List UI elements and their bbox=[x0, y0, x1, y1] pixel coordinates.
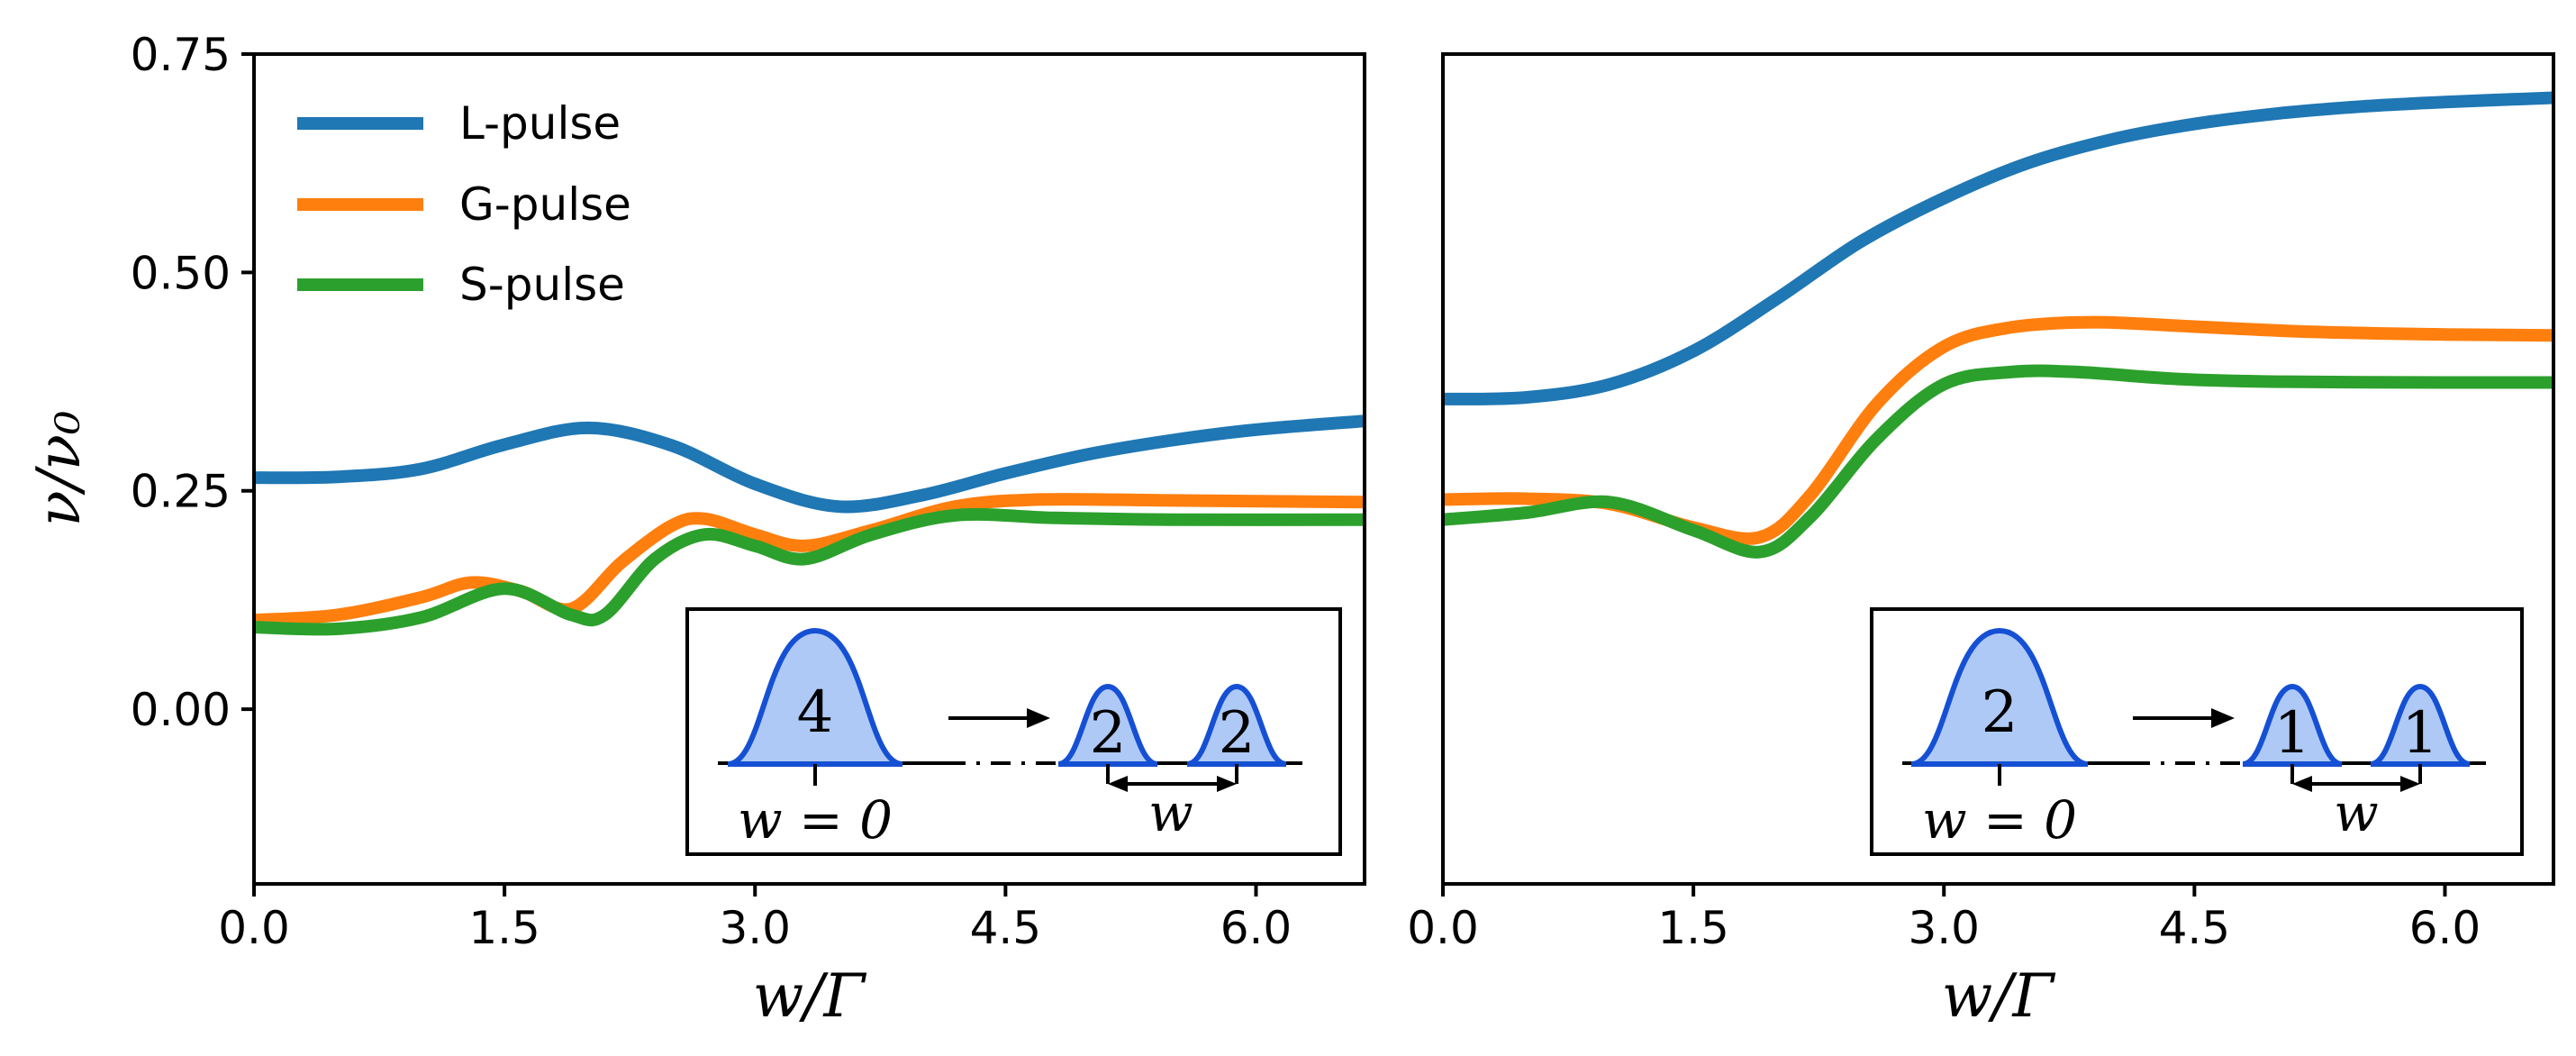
right-inset-small-pulse-2 bbox=[2370, 683, 2471, 767]
right-x-tick-label: 6.0 bbox=[2409, 902, 2481, 954]
legend-label-g-pulse: G-pulse bbox=[459, 178, 631, 231]
right-plot-frame bbox=[1441, 52, 2555, 886]
right-series-s-pulse bbox=[1443, 364, 2553, 559]
right-inset-small-pulse-1 bbox=[2242, 683, 2343, 767]
left-inset-small-number-2: 2 bbox=[1219, 700, 1256, 767]
right-series-group bbox=[1443, 91, 2553, 559]
left-inset-big-number: 4 bbox=[797, 679, 834, 746]
legend: L-pulse G-pulse S-pulse bbox=[297, 97, 631, 311]
right-inset-w-label: w bbox=[2334, 782, 2379, 843]
right-x-axis-label: w/Γ bbox=[1942, 961, 2056, 1031]
left-x-tick-label: 1.5 bbox=[468, 902, 540, 954]
right-inset-arrow-head bbox=[2211, 708, 2235, 728]
left-x-tick-label: 4.5 bbox=[970, 902, 1042, 954]
left-inset-arrow-head bbox=[1027, 708, 1050, 728]
y-tick-label: 0.75 bbox=[131, 29, 231, 81]
right-inset-big-pulse bbox=[1910, 627, 2089, 767]
right-x-tick-label: 0.0 bbox=[1407, 902, 1479, 954]
left-x-tick-label: 3.0 bbox=[719, 902, 791, 954]
right-inset-small-number-1: 1 bbox=[2274, 700, 2311, 767]
left-inset-width-arrow-right bbox=[1217, 776, 1237, 792]
right-inset-width-arrow-right bbox=[2400, 776, 2420, 792]
y-tick-label: 0.00 bbox=[131, 684, 231, 736]
right-inset-small-number-2: 1 bbox=[2402, 700, 2439, 767]
left-panel: 0.0 1.5 3.0 4.5 6.0 0.00 0.25 0.50 0.75 w/Γ ν/ν… bbox=[24, 29, 1366, 1031]
left-inset: 4 2 2 w = 0 w bbox=[685, 607, 1342, 856]
left-series-s-pulse bbox=[254, 507, 1365, 636]
left-inset-w-label: w bbox=[1148, 782, 1193, 843]
left-inset-small-pulse-1 bbox=[1057, 683, 1158, 767]
left-series-l-pulse bbox=[254, 414, 1365, 514]
legend-label-s-pulse: S-pulse bbox=[459, 259, 625, 311]
right-x-ticks: 0.0 1.5 3.0 4.5 6.0 bbox=[1407, 884, 2481, 954]
left-inset-small-number-1: 2 bbox=[1090, 700, 1127, 767]
right-inset-width-arrow-left bbox=[2292, 776, 2312, 792]
y-axis-label: ν/ν₀ bbox=[24, 411, 94, 527]
y-tick-label: 0.50 bbox=[131, 247, 231, 299]
right-inset-big-number: 2 bbox=[1982, 679, 2018, 746]
right-x-tick-label: 4.5 bbox=[2159, 902, 2231, 954]
right-inset: 2 1 1 w = 0 w bbox=[1870, 607, 2524, 856]
right-series-l-pulse bbox=[1443, 91, 2553, 405]
right-inset-w0-label: w = 0 bbox=[1922, 789, 2077, 851]
left-plot-frame bbox=[252, 52, 1366, 886]
legend-label-l-pulse: L-pulse bbox=[459, 97, 621, 150]
left-inset-w0-label: w = 0 bbox=[738, 789, 893, 851]
left-series-g-pulse bbox=[254, 493, 1365, 627]
left-inset-small-pulse-2 bbox=[1186, 683, 1287, 767]
left-inset-big-pulse bbox=[727, 627, 903, 767]
right-x-tick-label: 3.0 bbox=[1908, 902, 1980, 954]
left-x-axis-label: w/Γ bbox=[753, 961, 867, 1031]
left-inset-width-arrow-left bbox=[1108, 776, 1128, 792]
right-panel: 0.0 1.5 3.0 4.5 6.0 w/Γ 2 1 1 w = 0 w bbox=[1407, 52, 2555, 1031]
left-series-group bbox=[254, 414, 1365, 636]
left-x-tick-label: 0.0 bbox=[218, 902, 290, 954]
left-x-ticks: 0.0 1.5 3.0 4.5 6.0 bbox=[218, 884, 1292, 954]
left-y-ticks: 0.00 0.25 0.50 0.75 bbox=[131, 29, 254, 736]
right-x-tick-label: 1.5 bbox=[1657, 902, 1729, 954]
y-tick-label: 0.25 bbox=[131, 466, 231, 518]
left-x-tick-label: 6.0 bbox=[1220, 902, 1293, 954]
